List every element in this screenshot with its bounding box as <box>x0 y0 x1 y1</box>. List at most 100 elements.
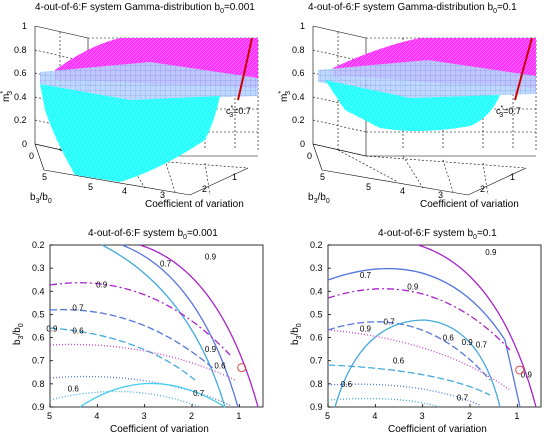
x-tick-label: 3 <box>420 411 425 421</box>
y-tick-label: 0.2 <box>310 240 323 250</box>
svg-text:0.4: 0.4 <box>14 92 27 102</box>
contour-chart-2: 4-out-of-6:F system b0=0.1 0.90.70.90.70… <box>290 228 542 435</box>
y-tick-label: 0.5 <box>32 309 45 319</box>
svg-text:0.6: 0.6 <box>292 68 305 78</box>
svg-text:5: 5 <box>366 182 371 192</box>
chart-4-marker <box>515 365 525 375</box>
chart-3-x-label: Coefficient of variation <box>110 424 209 435</box>
chart-2-x-ticks: 5 4 3 2 1 <box>366 172 515 200</box>
contour-label: 0.9 <box>205 345 217 354</box>
svg-text:3: 3 <box>160 190 165 200</box>
chart-3-y-ticks: 0.2 0.3 0.4 0.5 0.6 0.7 0.8 0.9 <box>32 240 53 412</box>
contour-chart-1: 4-out-of-6:F system b0=0.001 0.90.70.90.… <box>12 228 264 435</box>
svg-text:1: 1 <box>232 172 237 182</box>
y-tick-label: 0.7 <box>32 356 45 366</box>
chart-2-title: 4-out-of-6:F system Gamma-distribution b… <box>308 2 517 15</box>
x-tick-label: 2 <box>189 411 194 421</box>
chart-4-x-ticks: 5 4 3 2 1 <box>325 404 519 421</box>
chart-1-x-ticks: 5 4 3 2 1 <box>88 172 237 200</box>
chart-2-critical-curve <box>514 37 533 101</box>
chart-1-critical-curve <box>237 37 253 101</box>
y-tick-label: 0.2 <box>32 240 45 250</box>
chart-4-y-ticks: 0.2 0.3 0.4 0.5 0.6 0.7 0.8 0.9 <box>310 240 331 412</box>
y-tick-label: 0.6 <box>310 333 323 343</box>
contour-label: 0.9 <box>205 253 217 262</box>
contour-label: 0.6 <box>443 334 455 343</box>
chart-3-x-ticks: 5 4 3 2 1 <box>47 404 241 421</box>
svg-text:0.8: 0.8 <box>14 45 27 55</box>
y-tick-label: 0.7 <box>310 356 323 366</box>
contour-label: 0.7 <box>160 260 172 269</box>
x-tick-label: 3 <box>142 411 147 421</box>
contour-label: 0.6 <box>72 327 84 336</box>
y-tick-label: 0.4 <box>32 286 45 296</box>
x-tick-label: 1 <box>236 411 241 421</box>
chart-2-plane <box>318 60 536 98</box>
chart-3-plot-area <box>49 244 264 408</box>
chart-2-annotation: c* 3=0.7 <box>496 105 521 119</box>
svg-text:0.4: 0.4 <box>292 92 305 102</box>
y-tick-label: 0.6 <box>32 333 45 343</box>
chart-1-plane <box>40 62 258 100</box>
svg-text:2: 2 <box>480 184 485 194</box>
svg-text:1: 1 <box>22 21 27 31</box>
contour-label: 0.7 <box>360 271 372 280</box>
y-tick-label: 0.9 <box>32 402 45 412</box>
x-tick-label: 4 <box>372 411 377 421</box>
y-tick-label: 0.9 <box>310 402 323 412</box>
svg-text:4: 4 <box>122 186 127 196</box>
y-tick-label: 0.8 <box>310 379 323 389</box>
y-tick-label: 0.5 <box>310 309 323 319</box>
contour-label: 0.7 <box>72 303 84 312</box>
chart-1-z-label: m*3 <box>0 91 14 102</box>
chart-3-y-label: b3/b0 <box>12 323 25 345</box>
chart-1-z-ticks: 1 0.8 0.6 0.4 0.2 0 <box>14 21 27 149</box>
svg-text:0: 0 <box>307 151 312 161</box>
y-tick-label: 0.8 <box>32 379 45 389</box>
chart-2-y-label: b3/b0 <box>308 192 330 205</box>
chart-1-y-label: b3/b0 <box>30 192 52 205</box>
contour-label: 0.9 <box>485 248 497 257</box>
y-tick-label: 0.3 <box>310 263 323 273</box>
contour-label: 0.9 <box>46 324 58 333</box>
chart-1-y-ticks: 0 5 <box>29 151 47 182</box>
chart-1-lower-surface <box>40 84 220 182</box>
contour-label: 0.9 <box>407 283 419 292</box>
chart-4-x-label: Coefficient of variation <box>388 424 487 435</box>
svg-text:0.6: 0.6 <box>14 68 27 78</box>
contour-label: 0.7 <box>476 341 488 350</box>
chart-2-z-label: m*3 <box>278 91 292 102</box>
contour-label: 0.6 <box>68 384 80 393</box>
surface-chart-1: 4-out-of-6:F system Gamma-distribution b… <box>0 2 259 210</box>
x-tick-label: 5 <box>47 411 52 421</box>
svg-text:1: 1 <box>510 172 515 182</box>
contour-label: 0.6 <box>341 380 353 389</box>
y-tick-label: 0.4 <box>310 286 323 296</box>
chart-3-title: 4-out-of-6:F system b0=0.001 <box>88 228 218 241</box>
chart-2-lower-surface <box>325 80 500 132</box>
chart-1-annotation: c* 3=0.7 <box>226 105 251 119</box>
contour-label: 0.7 <box>384 317 396 326</box>
svg-text:0: 0 <box>29 151 34 161</box>
chart-2-x-label: Coefficient of variation <box>420 199 519 210</box>
contour-label: 0.6 <box>214 361 226 370</box>
contour-label: 0.7 <box>457 394 469 403</box>
chart-4-plot-area <box>327 244 542 408</box>
contour-label: 0.9 <box>360 324 372 333</box>
svg-text:5: 5 <box>42 172 47 182</box>
contour-label: 0.9 <box>96 280 108 289</box>
chart-1-title: 4-out-of-6:F system Gamma-distribution b… <box>35 2 255 15</box>
contour-label: 0.9 <box>521 371 533 380</box>
svg-text:0.2: 0.2 <box>292 115 305 125</box>
svg-text:0.8: 0.8 <box>292 45 305 55</box>
chart-1-x-label: Coefficient of variation <box>145 199 244 210</box>
contour-label: 0.9 <box>462 338 474 347</box>
svg-text:3: 3 <box>438 190 443 200</box>
contour-label: 0.6 <box>393 357 405 366</box>
chart-3-curves <box>49 244 259 408</box>
chart-2-z-ticks: 1 0.8 0.6 0.4 0.2 0 <box>292 21 305 149</box>
chart-4-curves <box>327 244 537 408</box>
chart-4-contour-labels: 0.90.70.90.70.90.60.9 0.70.60.60.70.9 <box>341 248 533 403</box>
svg-text:5: 5 <box>320 172 325 182</box>
